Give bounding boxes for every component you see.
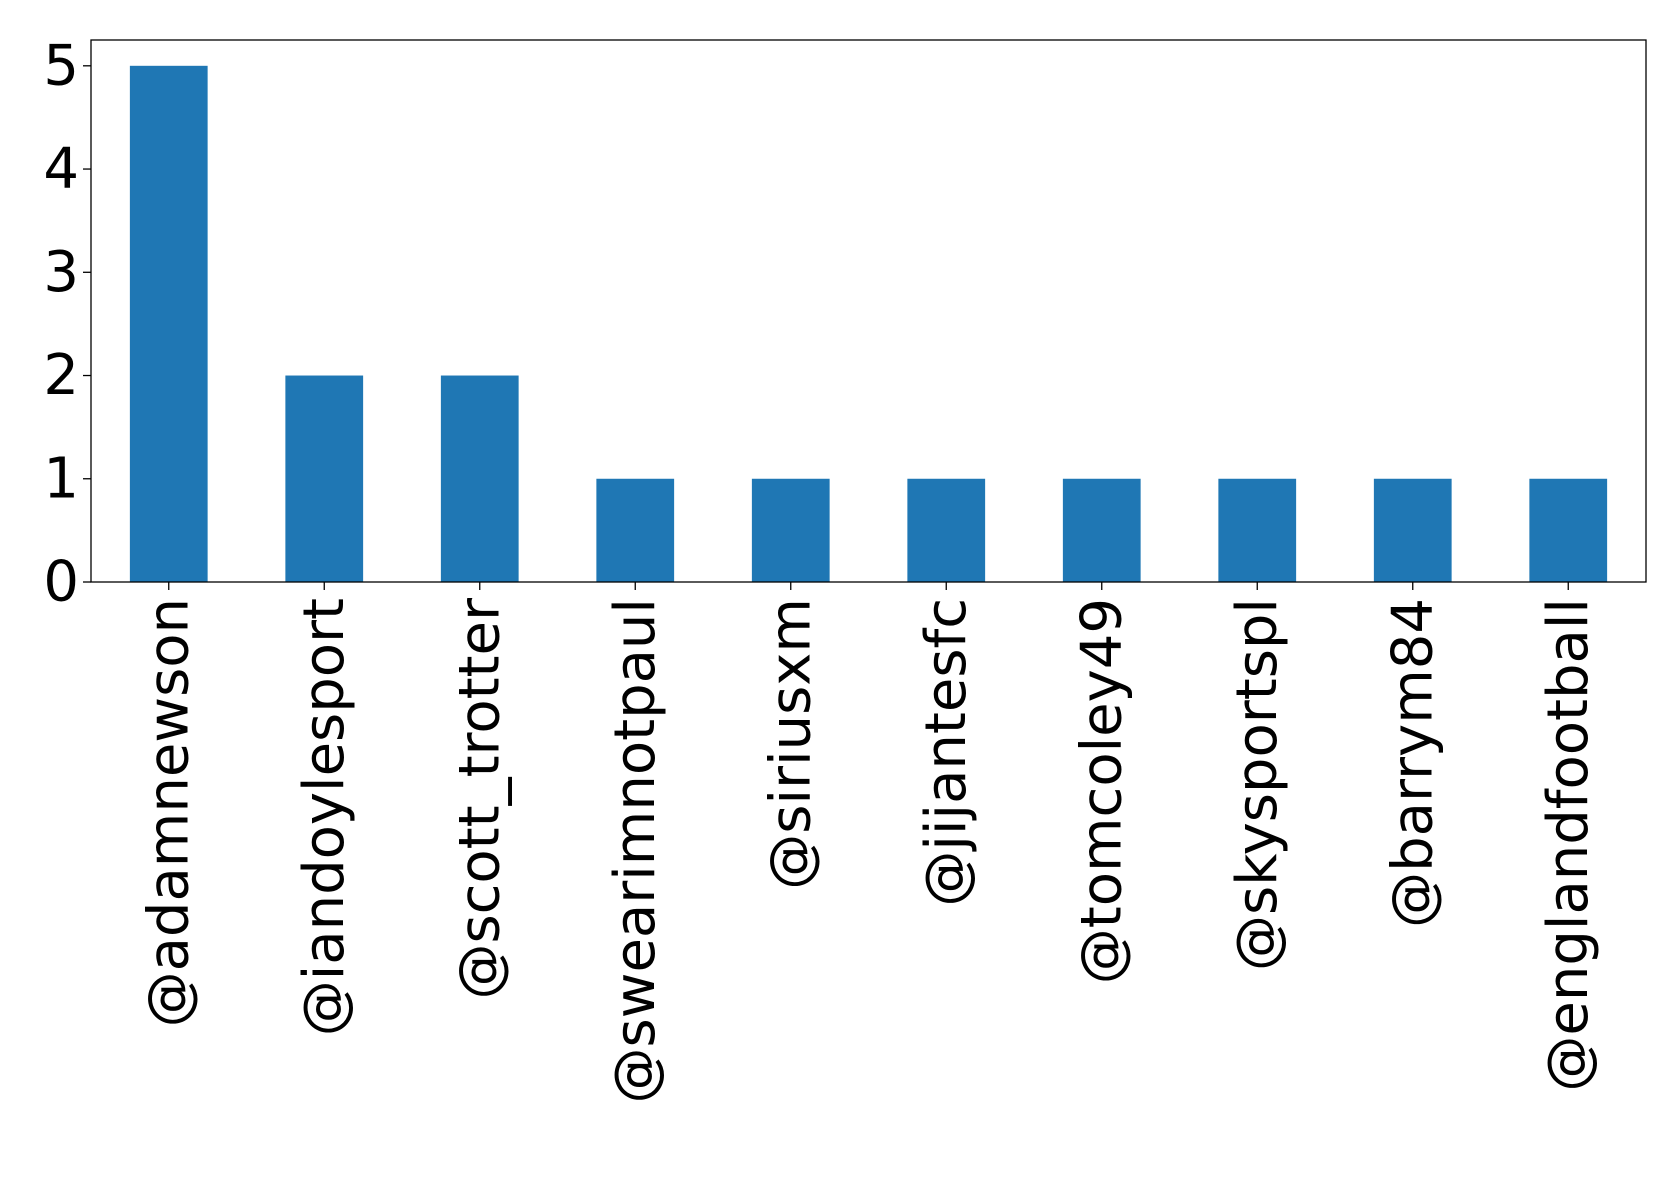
bar-5 [907, 478, 986, 582]
y-tick-label: 4 [43, 137, 79, 202]
bar-6 [1062, 478, 1141, 582]
bar-9 [1529, 478, 1608, 582]
y-tick-label: 5 [43, 33, 79, 98]
x-tick-label: @barrym84 [1380, 598, 1445, 928]
y-axis: 0 1 2 3 4 5 [43, 33, 91, 615]
bars-group [129, 65, 1608, 583]
plot-frame [90, 39, 1647, 583]
y-tick-label: 2 [43, 343, 79, 408]
y-tick-label: 3 [43, 240, 79, 305]
x-tick-label: @adamnewson [136, 598, 201, 1027]
x-tick-label: @iandoylesport [292, 598, 357, 1036]
y-tick-label: 0 [43, 550, 79, 615]
bar-0 [129, 65, 208, 583]
bar-1 [285, 375, 364, 582]
bar-7 [1218, 478, 1297, 582]
y-tick-label: 1 [43, 446, 79, 511]
bar-8 [1373, 478, 1452, 582]
bar-2 [440, 375, 519, 582]
x-tick-label: @englandfootball [1536, 598, 1601, 1092]
x-tick-label: @skysportspl [1225, 598, 1290, 971]
x-tick-label: @tomcoley49 [1069, 598, 1134, 984]
bar-3 [596, 478, 675, 582]
x-tick-label: @swearimnotpaul [603, 598, 668, 1104]
x-tick-label: @jijantesfc [914, 598, 979, 907]
x-axis: @adamnewson @iandoylesport @scott_trotter @… [136, 582, 1601, 1104]
bar-4 [751, 478, 830, 582]
x-tick-label: @scott_trotter [447, 597, 512, 1000]
x-tick-label: @siriusxm [758, 598, 823, 890]
